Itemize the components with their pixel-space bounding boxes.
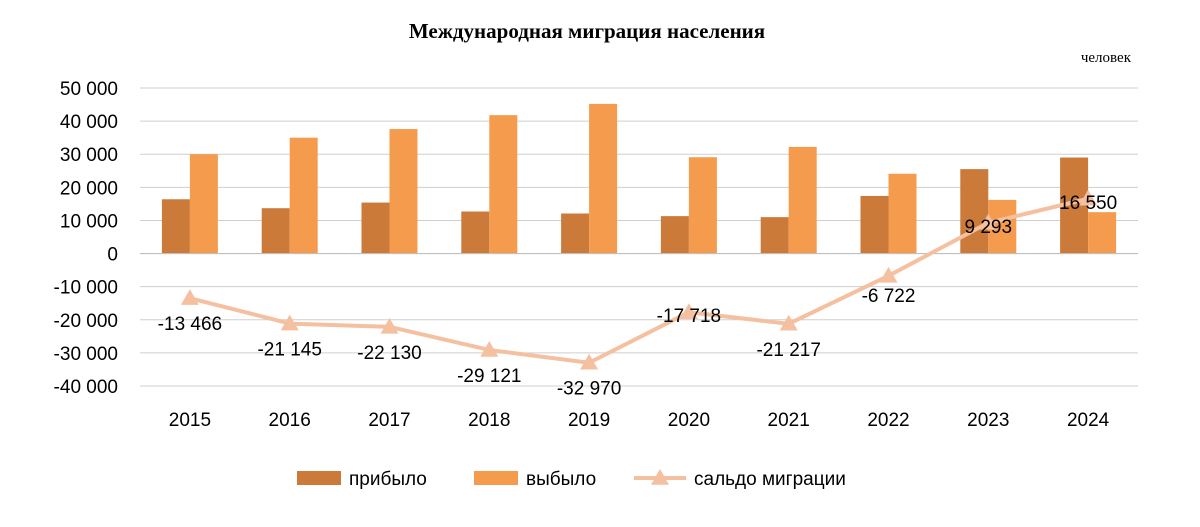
balance-marker <box>779 314 798 331</box>
x-tick-label: 2017 <box>368 410 410 431</box>
balance-data-label: 9 293 <box>965 217 1013 238</box>
balance-line-path <box>189 196 1089 365</box>
balance-marker <box>979 213 998 230</box>
legend-label: прибыло <box>349 469 427 490</box>
balance-data-label: -21 145 <box>257 340 321 361</box>
x-tick-label: 2019 <box>568 410 610 431</box>
bars <box>161 103 1117 254</box>
bar-departed <box>389 129 418 254</box>
balance-marker <box>380 317 399 334</box>
bar-arrived <box>161 199 190 254</box>
y-tick-label: -20 000 <box>54 311 118 332</box>
y-tick-label: 20 000 <box>60 178 118 199</box>
y-tick-label: -10 000 <box>54 278 118 299</box>
y-tick-label: -40 000 <box>54 377 118 398</box>
bar-departed <box>788 146 817 254</box>
bar-departed <box>688 157 717 254</box>
bar-departed <box>1088 212 1117 254</box>
bar-departed <box>189 154 218 254</box>
bar-arrived <box>561 213 590 254</box>
balance-marker <box>679 303 698 319</box>
balance-data-label: -6 722 <box>862 286 916 307</box>
chart-title: Международная миграция населения <box>409 19 765 43</box>
x-tick-label: 2016 <box>269 410 311 431</box>
balance-marker <box>580 353 599 370</box>
legend-marker <box>651 469 669 485</box>
bar-arrived <box>660 216 689 254</box>
y-tick-label: 40 000 <box>60 112 118 133</box>
x-axis-tick-labels: 2015 2016 2017 2018 2019 2020 2021 2022 2023 2024 <box>169 410 1110 431</box>
balance-line <box>180 189 1098 370</box>
bar-arrived <box>860 195 889 254</box>
legend-swatch <box>297 471 341 485</box>
balance-marker <box>280 314 299 331</box>
x-tick-label: 2020 <box>668 410 710 431</box>
x-tick-label: 2015 <box>169 410 211 431</box>
balance-data-label: -29 121 <box>457 366 521 387</box>
balance-marker <box>879 266 898 283</box>
legend-label: выбыло <box>526 469 596 490</box>
x-tick-label: 2022 <box>867 410 909 431</box>
legend-label: сальдо миграции <box>694 469 846 490</box>
balance-data-label: -21 217 <box>756 340 820 361</box>
bar-arrived <box>261 208 290 254</box>
balance-marker <box>180 289 199 305</box>
bar-arrived <box>461 211 490 254</box>
bar-arrived <box>760 217 789 254</box>
balance-data-label: -17 718 <box>657 306 721 327</box>
balance-data-label: -32 970 <box>557 379 621 400</box>
balance-data-label: -13 466 <box>158 314 222 335</box>
balance-data-labels: -13 466 -21 145 -22 130 -29 121 -32 970 -17 7… <box>158 193 1117 400</box>
balance-data-label: 16 550 <box>1059 193 1117 214</box>
balance-data-label: -22 130 <box>357 343 421 364</box>
y-tick-label: 30 000 <box>60 145 118 166</box>
bar-departed <box>888 173 917 254</box>
y-tick-label: 10 000 <box>60 211 118 232</box>
x-tick-label: 2023 <box>967 410 1009 431</box>
y-tick-label: -30 000 <box>54 344 118 365</box>
y-tick-label: 0 <box>107 245 118 266</box>
bar-arrived <box>361 202 390 254</box>
legend: прибыло выбыло сальдо миграции <box>297 469 846 490</box>
x-tick-label: 2018 <box>468 410 510 431</box>
y-tick-label: 50 000 <box>60 79 118 100</box>
x-tick-label: 2021 <box>768 410 810 431</box>
bar-departed <box>289 137 318 254</box>
balance-marker <box>1079 189 1098 206</box>
bar-departed <box>589 103 618 254</box>
balance-marker <box>480 340 499 357</box>
bar-arrived <box>960 169 989 254</box>
y-axis-tick-labels: -40 000 -30 000 -20 000 -10 000 0 10 000 20 00… <box>54 79 118 398</box>
unit-label: человек <box>1081 50 1132 66</box>
bar-departed <box>489 115 518 254</box>
x-tick-label: 2024 <box>1067 410 1110 431</box>
legend-swatch <box>474 471 518 485</box>
